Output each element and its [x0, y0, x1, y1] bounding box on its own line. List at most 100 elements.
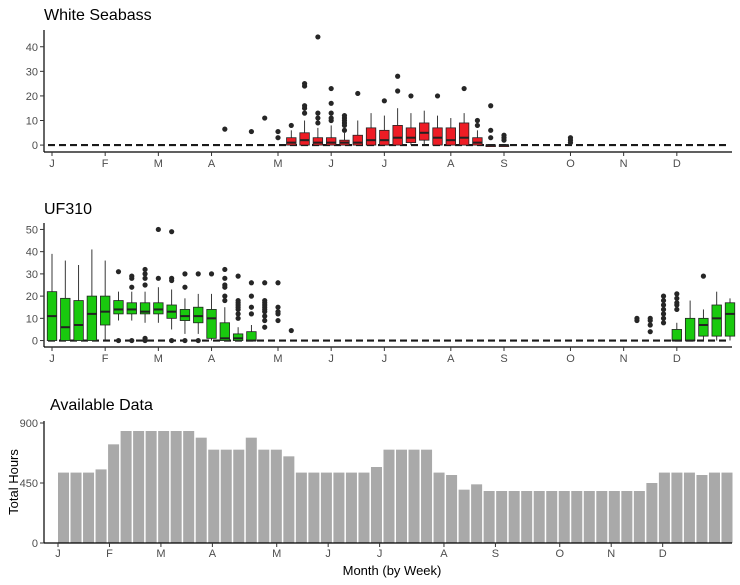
outlier-point [195, 271, 201, 277]
outlier-point [328, 100, 334, 106]
outlier-point [488, 135, 494, 141]
y-tick-label: 50 [26, 224, 38, 236]
outlier-point [700, 273, 707, 279]
x-tick-label: J [55, 548, 61, 560]
bar-week-9 [158, 431, 170, 543]
outlier-point [222, 266, 228, 273]
outlier-point [275, 128, 281, 135]
box-iqr [73, 300, 84, 341]
bar-week-43 [583, 491, 595, 543]
bar-week-15 [233, 449, 245, 543]
outlier-point [408, 93, 414, 99]
outlier-point [315, 34, 321, 40]
box-week-9 [153, 226, 164, 323]
x-tick-label: S [500, 353, 507, 365]
y-tick-label: 10 [26, 116, 38, 128]
box-week-34 [485, 103, 496, 147]
y-tick-label: 450 [20, 478, 38, 490]
outlier-point [647, 329, 653, 335]
box-week-8 [139, 266, 151, 344]
box-week-11 [179, 271, 191, 344]
outlier-point [129, 284, 135, 290]
outlier-point [647, 322, 653, 328]
box-iqr [698, 317, 709, 337]
outlier-point [341, 127, 348, 133]
box-week-21 [312, 34, 324, 146]
x-tick-label: J [377, 548, 383, 560]
outlier-point [115, 337, 122, 344]
outlier-point [262, 297, 268, 304]
x-tick-label: F [102, 158, 109, 170]
box-week-5 [100, 260, 111, 341]
outlier-point [235, 315, 241, 321]
outlier-point [315, 110, 321, 116]
box-week-50 [698, 273, 709, 341]
outlier-point [674, 291, 680, 297]
uf310-panel: UF310 0 10 20 30 40 50 J F M A M J J A S O N D [26, 201, 736, 365]
outlier-point [301, 110, 308, 116]
box-iqr [60, 297, 71, 341]
outlier-point [129, 337, 135, 344]
box-iqr [113, 300, 124, 315]
x-tick-label: O [566, 158, 575, 170]
outlier-point [674, 306, 680, 313]
outlier-point [660, 320, 667, 326]
bar-week-27 [383, 449, 395, 543]
outlier-point [235, 311, 241, 317]
bar-week-7 [133, 431, 145, 543]
outlier-point [488, 127, 494, 133]
bar-week-47 [633, 491, 645, 543]
box-week-22 [326, 85, 337, 146]
bar-week-1 [58, 472, 70, 543]
x-tick-label: N [607, 548, 615, 560]
bar-week-4 [95, 469, 107, 543]
y-tick-label: 30 [26, 269, 38, 281]
x-tick-label: J [49, 353, 55, 365]
bar-week-18 [270, 449, 282, 543]
outlier-point [129, 273, 135, 279]
x-tick-label: M [154, 353, 163, 365]
outlier-point [248, 304, 255, 310]
outlier-point [328, 85, 334, 92]
bar-week-33 [458, 489, 470, 543]
bar-week-31 [433, 472, 445, 543]
bar-week-54 [721, 472, 733, 543]
bar-week-5 [108, 444, 120, 543]
outlier-point [169, 275, 175, 281]
bar-week-22 [320, 472, 332, 543]
bar-week-2 [70, 472, 82, 543]
box-iqr [671, 329, 682, 341]
outlier-point [395, 88, 401, 94]
outlier-point [660, 315, 667, 321]
outlier-point [222, 293, 228, 299]
box-week-13 [206, 271, 217, 341]
x-tick-label: O [566, 353, 575, 365]
x-tick-label: J [325, 548, 331, 560]
outlier-point [275, 317, 281, 324]
bar-week-39 [533, 491, 545, 543]
bar-week-41 [558, 491, 570, 543]
outlier-point [474, 117, 481, 124]
box-iqr [100, 295, 111, 326]
outlier-point [182, 284, 188, 290]
box-iqr [458, 122, 470, 146]
outlier-point [235, 273, 241, 279]
outlier-point [474, 122, 481, 129]
bar-week-11 [183, 431, 195, 543]
x-tick-label: J [328, 158, 334, 170]
bar-week-42 [571, 491, 583, 543]
box-iqr [419, 122, 430, 141]
outlier-point [567, 135, 574, 141]
box-iqr [472, 137, 483, 146]
bar-week-49 [658, 472, 670, 543]
bar-week-32 [446, 475, 458, 543]
outlier-point [315, 115, 321, 121]
x-tick-label: M [273, 353, 282, 365]
box-iqr [153, 302, 164, 315]
box-iqr [139, 302, 151, 315]
outlier-point [155, 275, 161, 281]
outlier-point [501, 132, 507, 138]
outlier-point [660, 311, 667, 317]
bar-week-40 [546, 491, 558, 543]
box-iqr [724, 302, 736, 337]
